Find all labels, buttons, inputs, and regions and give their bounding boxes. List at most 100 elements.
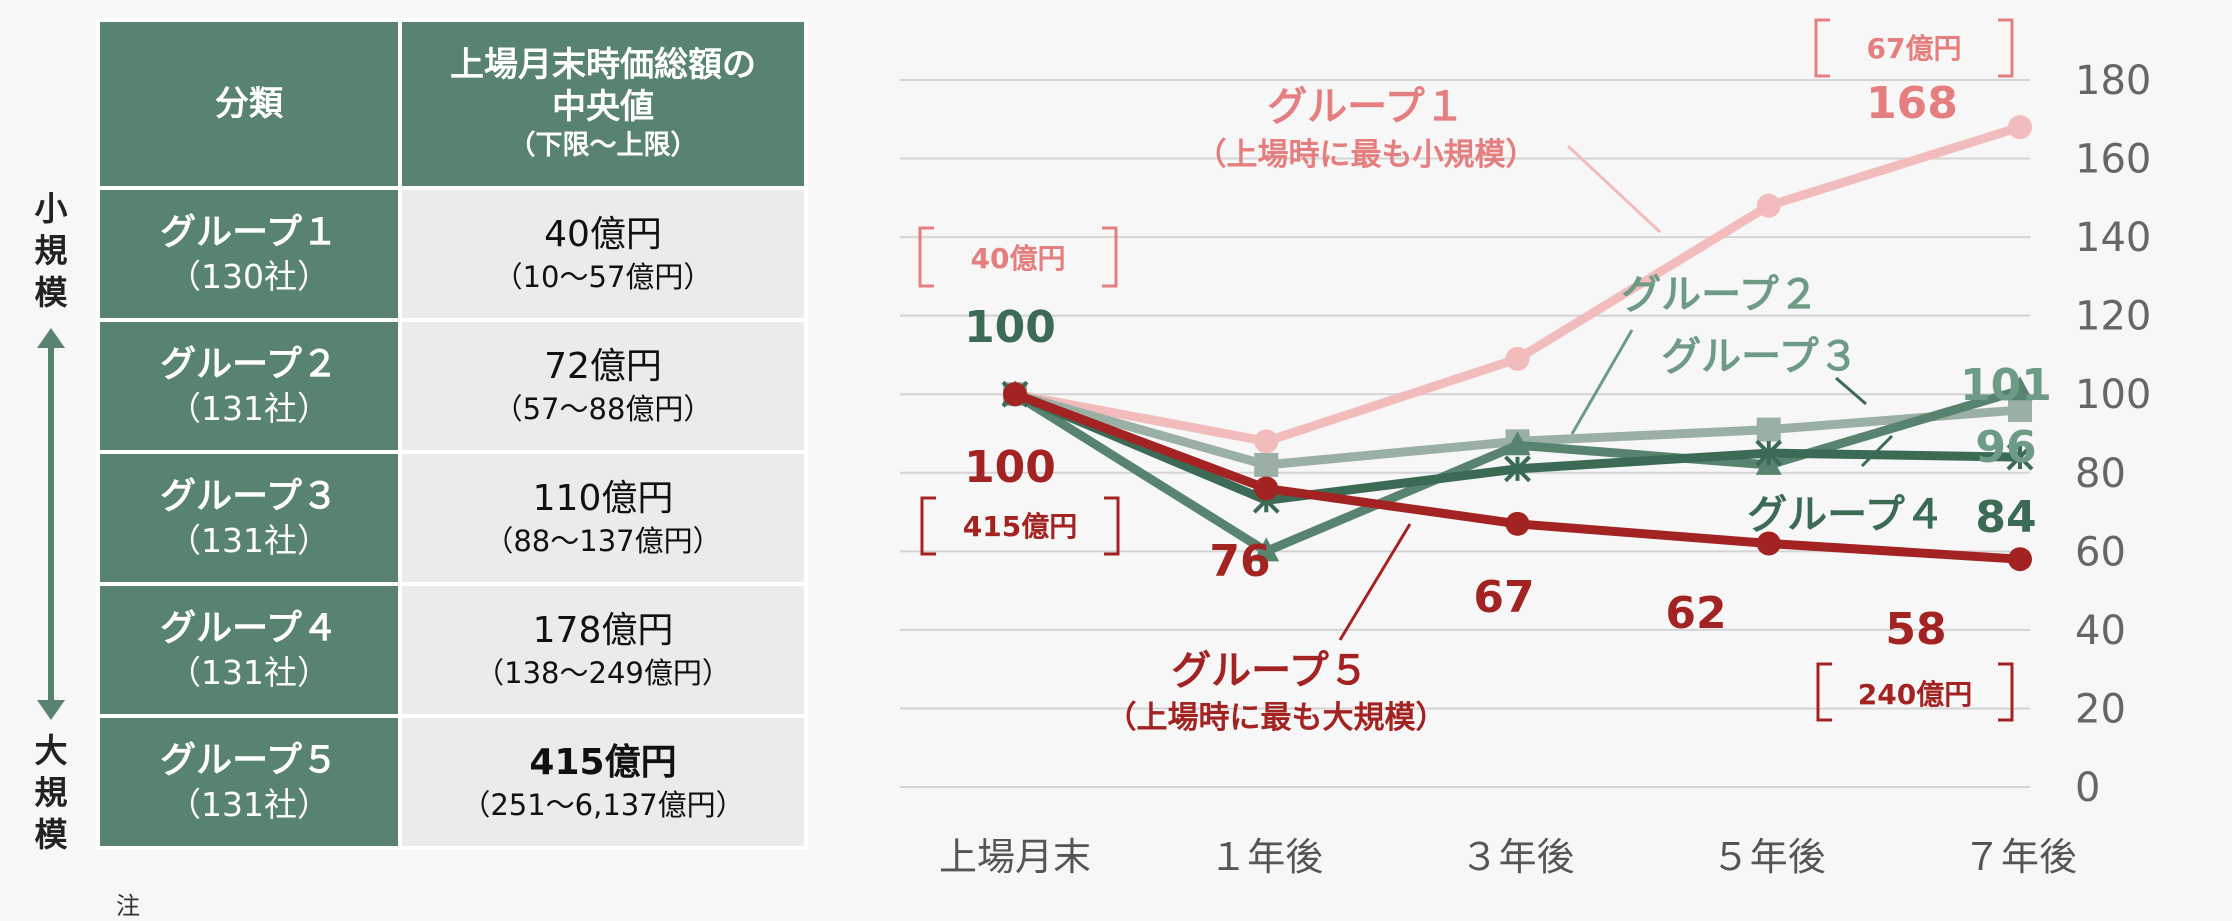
g4-name-label: グループ４	[1747, 492, 1945, 538]
value-range: （138～249億円）	[475, 656, 731, 690]
line-chart: 0 20 40 60 80 100 120 140 160 180 上場月末 １年後 ３年後 ５年後 ７年後…	[900, 18, 2151, 879]
value-cell: 40億円 （10～57億円）	[398, 186, 808, 322]
group-cell: グループ２ （131社）	[96, 318, 402, 454]
group-cell: グループ５ （131社）	[96, 714, 402, 850]
data-point	[1003, 382, 1027, 407]
double-arrow-icon	[37, 328, 65, 720]
g5-sub-label: （上場時に最も大規模）	[1106, 700, 1447, 736]
side-label-char: 小	[34, 189, 68, 228]
label-layer: 100 100 76 67 62 58 168 101 96 84 グループ１ （上場時に最も小規模）…	[963, 32, 2052, 736]
side-label-char: 模	[34, 815, 68, 854]
side-label-char: 大	[34, 731, 68, 770]
data-point	[2008, 397, 2032, 422]
header-line: 中央値	[552, 87, 654, 127]
group-cell: グループ３ （131社）	[96, 450, 402, 586]
y-tick-label: 100	[2075, 372, 2151, 418]
y-tick-label: 60	[2075, 529, 2126, 575]
g5-value-label: 67	[1473, 572, 1534, 623]
group-cell: グループ１ （130社）	[96, 186, 402, 322]
table-header-row: 分類 上場月末時価総額の 中央値 （下限～上限）	[96, 18, 808, 190]
g4-end-label: 84	[1975, 492, 2036, 543]
y-tick-label: 120	[2075, 294, 2151, 340]
g1-name-label: グループ１	[1267, 84, 1465, 130]
annotation-layer	[918, 18, 2014, 722]
side-label-char: 模	[34, 273, 68, 312]
g5-value-label: 62	[1665, 588, 1726, 639]
table-row: グループ３ （131社） 110億円 （88～137億円）	[96, 450, 808, 586]
g1-end-cap: 67億円	[1867, 32, 1962, 65]
data-point	[1504, 455, 1531, 483]
data-point	[2007, 376, 2033, 401]
table-row: グループ２ （131社） 72億円 （57～88億円）	[96, 318, 808, 454]
side-label-small: 小 規 模	[18, 188, 84, 314]
value-range: （251～6,137億円）	[461, 788, 745, 822]
bracket-g1-start	[918, 226, 1118, 288]
value-cell: 72億円 （57～88億円）	[398, 318, 808, 454]
g5-end-cap: 240億円	[1858, 678, 1972, 711]
value-range: （57～88億円）	[493, 392, 713, 426]
y-tick-label: 80	[2075, 451, 2126, 497]
group-count: （131社）	[168, 785, 330, 824]
leader-line-g3	[1835, 376, 1867, 406]
bracket-g5-end	[1816, 662, 2014, 722]
start-value-label: 100	[964, 302, 1056, 353]
data-point	[1254, 429, 1279, 454]
group-count: （131社）	[168, 653, 330, 692]
value-cell: 178億円 （138～249億円）	[398, 582, 808, 718]
bracket-g5-start	[920, 496, 1120, 556]
g1-start-cap: 40億円	[971, 242, 1066, 275]
table-row: グループ５ （131社） 415億円 （251～6,137億円）	[96, 714, 808, 850]
footnote: 注	[116, 892, 140, 920]
start-value-label: 100	[964, 442, 1056, 493]
leader-line-g1	[1566, 144, 1662, 234]
value-range: （10～57億円）	[493, 260, 713, 294]
data-point	[1254, 476, 1279, 501]
g1-end-label: 168	[1866, 78, 1958, 129]
group-count: （130社）	[168, 257, 330, 296]
g1-sub-label: （上場時に最も小規模）	[1196, 137, 1537, 173]
x-tick-label: 上場月末	[939, 835, 1091, 879]
group-name: グループ５	[160, 740, 338, 781]
x-tick-label: ５年後	[1712, 835, 1826, 879]
value-cell: 110億円 （88～137億円）	[398, 450, 808, 586]
side-label-char: 規	[34, 773, 68, 812]
x-tick-label: ７年後	[1963, 835, 2077, 879]
group-count: （131社）	[168, 521, 330, 560]
side-label-char: 規	[34, 231, 68, 270]
header-category: 分類	[96, 18, 402, 190]
g2-end-label: 96	[1975, 422, 2036, 473]
group-name: グループ２	[160, 344, 338, 385]
median-value: 110億円	[532, 478, 674, 519]
group-name: グループ４	[160, 608, 338, 649]
data-point	[1755, 439, 1783, 467]
g5-name-label: グループ５	[1171, 648, 1369, 694]
leader-line-g5	[1338, 523, 1412, 641]
group-name: グループ３	[160, 476, 338, 517]
x-tick-label: １年後	[1209, 835, 1323, 879]
data-point	[1505, 511, 1530, 536]
x-tick-label: ３年後	[1460, 835, 1574, 879]
header-market-cap: 上場月末時価総額の 中央値 （下限～上限）	[398, 18, 808, 190]
g5-value-label: 58	[1885, 604, 1946, 655]
group-table: 分類 上場月末時価総額の 中央値 （下限～上限） グループ１ （130社） 40…	[96, 18, 808, 850]
bracket-g1-end	[1814, 18, 2014, 78]
data-point	[1756, 531, 1781, 556]
table-row: グループ１ （130社） 40億円 （10～57億円）	[96, 186, 808, 322]
value-cell: 415億円 （251～6,137億円）	[398, 714, 808, 850]
data-point	[1504, 431, 1531, 456]
g2-name-label: グループ２	[1621, 272, 1819, 318]
group-cell: グループ４ （131社）	[96, 582, 402, 718]
data-point	[1505, 346, 1530, 371]
value-range: （88～137億円）	[484, 524, 722, 558]
data-point	[1756, 417, 1781, 442]
data-point	[1756, 193, 1781, 218]
g3-name-label: グループ３	[1661, 334, 1859, 380]
data-point	[2008, 115, 2032, 140]
y-tick-label: 20	[2075, 686, 2126, 732]
header-line: 上場月末時価総額の	[450, 45, 756, 85]
median-value: 415億円	[529, 742, 677, 783]
y-tick-label: 160	[2075, 137, 2151, 183]
y-tick-label: 180	[2075, 58, 2151, 104]
y-tick-label: 140	[2075, 215, 2151, 261]
series-layer	[1001, 115, 2034, 572]
